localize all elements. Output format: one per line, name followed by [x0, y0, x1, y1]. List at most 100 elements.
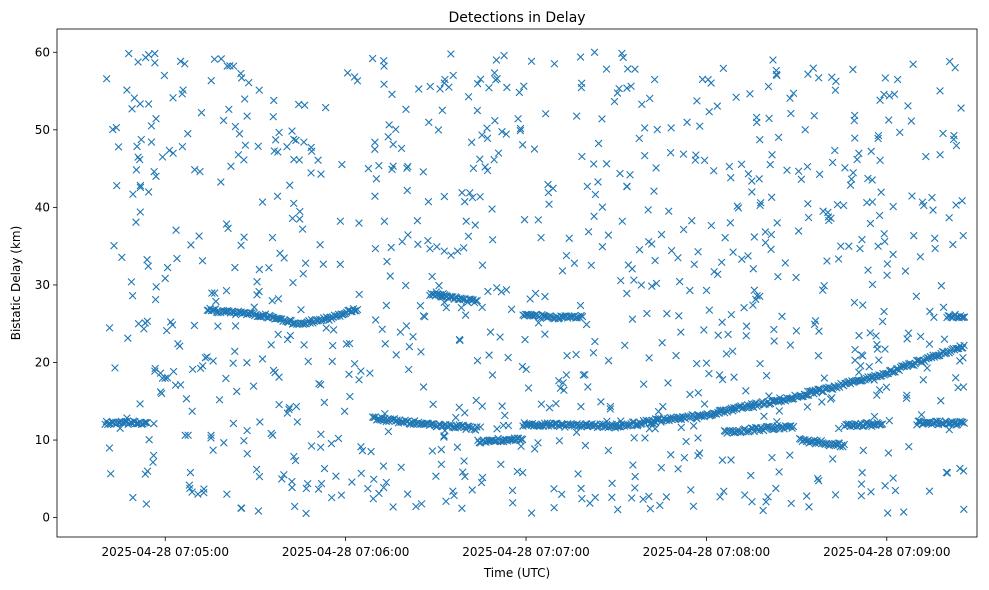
- detection-point: [578, 494, 586, 503]
- detection-point: [355, 375, 363, 384]
- detection-point: [391, 125, 400, 134]
- detection-point: [885, 92, 894, 100]
- detection-point: [112, 181, 121, 190]
- detection-point: [882, 383, 891, 391]
- detection-point: [725, 162, 734, 171]
- detection-point: [557, 490, 566, 499]
- y-tick-label: 60: [35, 45, 50, 59]
- y-tick-label: 40: [35, 200, 50, 214]
- detection-point: [292, 136, 300, 145]
- detection-point: [875, 386, 884, 394]
- detection-point: [827, 73, 836, 81]
- detection-point: [424, 118, 433, 127]
- detection-point: [770, 325, 778, 334]
- detection-point: [130, 94, 139, 102]
- detection-point: [912, 292, 921, 301]
- detection-point: [541, 109, 550, 118]
- detection-point: [461, 311, 470, 319]
- detection-point: [851, 345, 859, 354]
- detection-point: [576, 53, 585, 61]
- detection-point: [922, 152, 930, 161]
- detection-point: [471, 221, 480, 229]
- detection-point: [350, 359, 359, 368]
- track-detection-point: [960, 419, 969, 427]
- detection-point: [392, 351, 401, 359]
- detection-point: [942, 468, 951, 477]
- detection-point: [786, 341, 795, 349]
- detection-point: [502, 286, 511, 294]
- detection-point: [748, 497, 756, 506]
- detection-point: [128, 291, 137, 300]
- detection-point: [870, 412, 879, 421]
- detection-point: [485, 351, 493, 359]
- detection-point: [931, 244, 939, 253]
- detection-point: [207, 434, 215, 442]
- detection-point: [366, 369, 374, 377]
- detection-point: [895, 128, 904, 137]
- detection-point: [478, 303, 486, 312]
- detection-point: [770, 337, 778, 345]
- detection-point: [229, 359, 237, 367]
- track-detection-point: [839, 442, 847, 451]
- detection-point: [168, 321, 177, 329]
- detection-point: [606, 402, 615, 411]
- detection-point: [744, 252, 752, 260]
- detection-point: [414, 85, 423, 93]
- detection-point: [265, 263, 273, 272]
- track-detection-point: [550, 420, 558, 428]
- detection-point: [469, 164, 478, 173]
- detection-point: [581, 370, 589, 379]
- detection-point: [801, 125, 810, 134]
- detection-point: [151, 367, 159, 375]
- track-detection-point: [877, 372, 886, 380]
- detection-point: [459, 244, 468, 252]
- detection-point: [403, 186, 412, 195]
- detection-point: [124, 334, 132, 342]
- detection-point: [648, 282, 656, 291]
- track-detection-point: [960, 341, 968, 350]
- detection-point: [597, 398, 605, 406]
- detection-point: [893, 75, 902, 84]
- detection-point: [464, 92, 473, 101]
- detection-point: [815, 327, 823, 335]
- detection-point: [290, 452, 298, 461]
- detection-point: [570, 259, 579, 268]
- detection-point: [346, 392, 354, 401]
- detection-point: [683, 118, 691, 127]
- detection-point: [464, 232, 473, 241]
- detection-point: [498, 127, 506, 136]
- detection-point: [756, 201, 764, 210]
- detection-point: [889, 474, 897, 482]
- detection-point: [675, 277, 684, 286]
- detection-point: [556, 384, 565, 392]
- detection-point: [320, 464, 329, 473]
- detection-point: [157, 389, 166, 398]
- detection-point: [254, 142, 263, 151]
- detection-point: [478, 131, 486, 139]
- detection-point: [742, 387, 750, 395]
- track-detection-point: [143, 418, 151, 427]
- detection-point: [572, 112, 581, 120]
- detection-point: [917, 410, 926, 419]
- detection-point: [903, 391, 911, 400]
- detection-point: [419, 383, 428, 391]
- detection-point: [577, 484, 585, 493]
- detection-point: [857, 351, 866, 359]
- detection-point: [196, 167, 204, 176]
- detection-point: [537, 233, 545, 242]
- detection-point: [428, 447, 437, 455]
- detection-point: [253, 277, 261, 286]
- detection-point: [814, 351, 823, 360]
- detection-point: [404, 231, 412, 239]
- detection-point: [381, 339, 390, 348]
- detection-point: [442, 303, 451, 312]
- detection-point: [818, 398, 826, 406]
- detection-point: [277, 475, 286, 483]
- detection-point: [755, 292, 764, 301]
- detection-point: [899, 508, 908, 516]
- detection-point: [767, 193, 776, 202]
- detection-point: [598, 242, 607, 251]
- detection-point: [884, 449, 893, 457]
- detection-point: [105, 324, 114, 332]
